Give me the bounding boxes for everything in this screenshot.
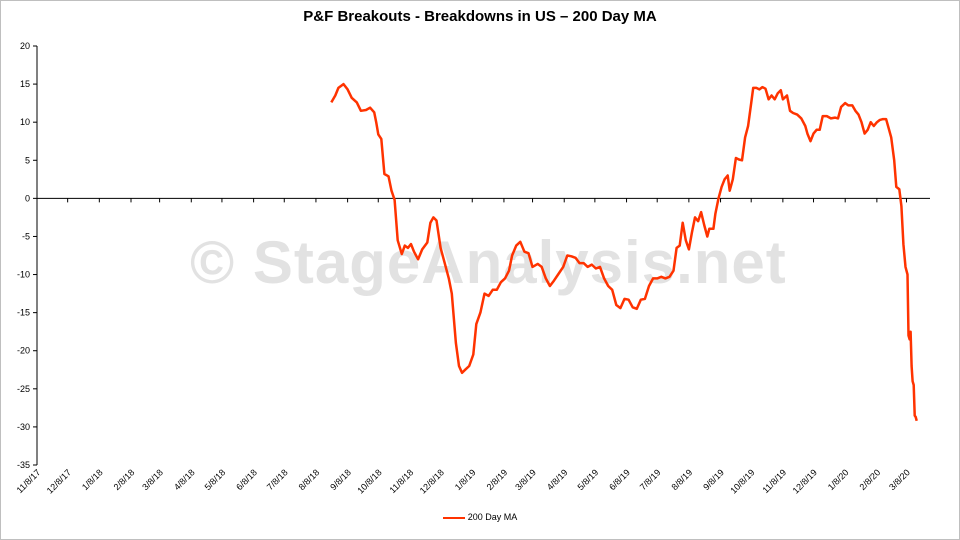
chart-title: P&F Breakouts - Breakdowns in US – 200 D… [303,8,657,25]
series-group [330,82,918,422]
x-tick-label: 8/8/19 [670,467,695,492]
y-tick-label: -30 [17,422,30,432]
x-tick-label: 4/8/19 [545,467,570,492]
x-tick-label: 3/8/20 [887,467,912,492]
x-axis: 11/8/17 12/8/17 1/8/18 2/8/18 3/8/18 4/8/18 5/… [15,197,930,496]
x-tick-label: 5/8/18 [203,467,228,492]
x-tick-label: 11/8/19 [760,467,788,495]
x-tick-label: 1/8/20 [826,467,851,492]
x-tick-label: 8/8/18 [297,467,322,492]
legend-label: 200 Day MA [467,512,518,522]
x-tick-label: 11/8/17 [15,467,43,495]
x-tick-label: 1/8/19 [453,467,478,492]
x-tick-label: 5/8/19 [576,467,601,492]
y-tick-label: 5 [25,155,30,165]
x-tick-label: 10/8/18 [355,467,383,495]
y-tick-label: -20 [17,346,30,356]
x-tick-label: 7/8/19 [638,467,663,492]
x-tick-label: 1/8/18 [80,467,105,492]
y-tick-label: -5 [22,231,30,241]
y-tick-label: -25 [17,384,30,394]
x-tick-label: 12/8/17 [45,467,73,495]
y-tick-label: 0 [25,193,30,203]
legend: 200 Day MA [0,512,960,522]
series-line-200-day-ma [330,82,918,422]
x-tick-label: 9/8/18 [328,467,353,492]
x-tick-label: 12/8/19 [791,467,819,495]
y-tick-label: 20 [20,41,30,51]
x-tick-label: 11/8/18 [388,467,416,495]
y-tick-label: 10 [20,117,30,127]
x-tick-label: 6/8/18 [234,467,259,492]
x-tick-label: 3/8/19 [513,467,538,492]
x-tick-label: 6/8/19 [607,467,632,492]
x-tick-label: 9/8/19 [701,467,726,492]
x-tick-label: 2/8/19 [485,467,510,492]
y-tick-label: 15 [20,79,30,89]
x-tick-label: 7/8/18 [265,467,290,492]
x-tick-label: 4/8/18 [172,467,197,492]
x-tick-label: 10/8/19 [728,467,756,495]
y-axis: 20 15 10 5 0 -5 -10 -15 -20 -25 -30 -35 [17,41,38,470]
x-tick-label: 2/8/18 [112,467,137,492]
y-tick-label: -15 [17,308,30,318]
x-tick-label: 12/8/18 [418,467,446,495]
legend-swatch [442,516,465,519]
x-tick-label: 2/8/20 [858,467,883,492]
y-tick-label: -35 [17,460,30,470]
y-tick-label: -10 [17,270,30,280]
x-tick-label: 3/8/18 [140,467,165,492]
